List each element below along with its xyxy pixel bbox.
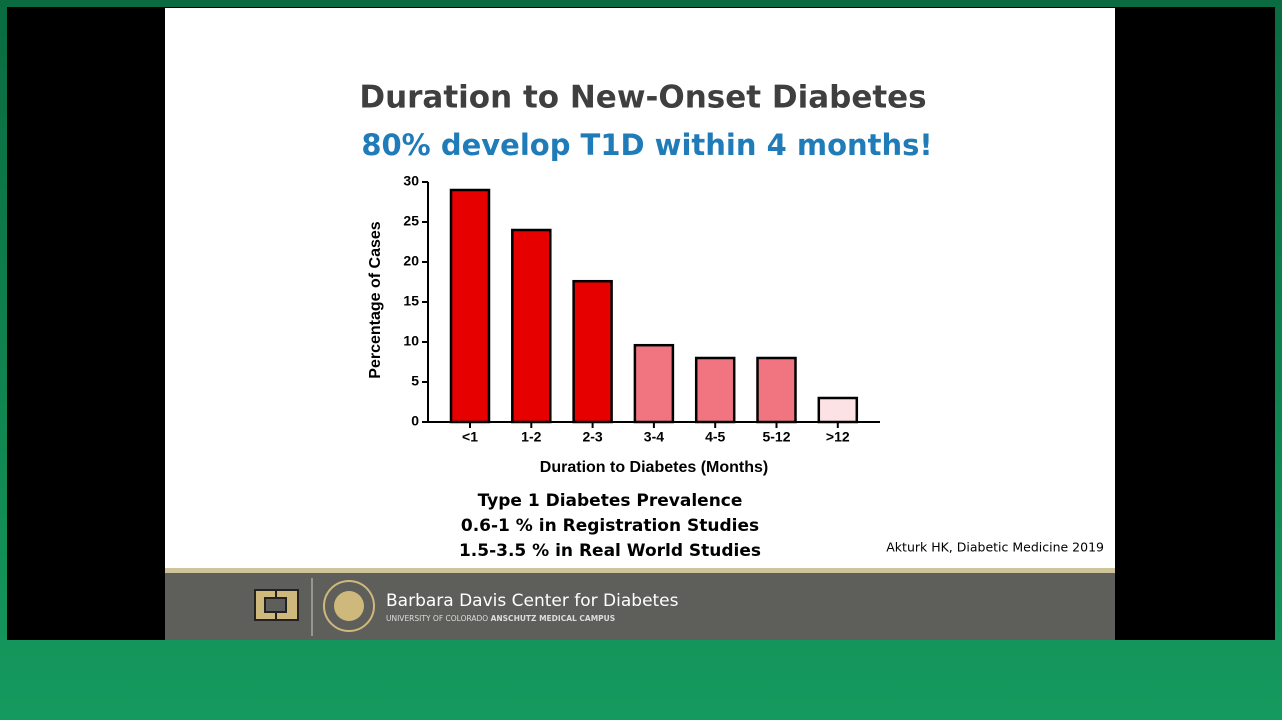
bar (572, 279, 613, 424)
footer-center: Barbara Davis Center for Diabetes (386, 591, 679, 611)
x-axis-label: Duration to Diabetes (Months) (540, 459, 768, 476)
x-tick-label: >12 (826, 429, 850, 445)
y-tick-label: 30 (403, 173, 419, 189)
y-tick-label: 15 (403, 293, 419, 309)
bar (449, 188, 491, 424)
footer-rule (165, 568, 1115, 573)
bar (756, 356, 797, 424)
x-tick-label: 5-12 (762, 429, 790, 445)
x-tick-label: <1 (462, 429, 478, 445)
x-tick-label: 3-4 (644, 429, 664, 445)
chart-subtitle: 80% develop T1D within 4 months! (361, 128, 932, 162)
cu-logo (254, 589, 299, 621)
y-axis-label: Percentage of Cases (367, 221, 384, 379)
x-tick-label: 2-3 (582, 429, 602, 445)
seal-center (334, 591, 364, 621)
bar (694, 356, 736, 424)
note-line: 1.5-3.5 % in Real World Studies (459, 541, 761, 561)
note-line: 0.6-1 % in Registration Studies (461, 516, 759, 536)
bar (817, 396, 859, 424)
y-tick-label: 25 (403, 213, 419, 229)
y-tick-label: 5 (411, 373, 419, 389)
chart-title: Duration to New-Onset Diabetes (359, 80, 926, 116)
y-tick-label: 10 (403, 333, 419, 349)
slide (165, 8, 1115, 570)
x-tick-label: 1-2 (521, 429, 541, 445)
footer-university: UNIVERSITY OF COLORADO ANSCHUTZ MEDICAL … (386, 614, 615, 623)
bar (511, 228, 552, 424)
footer-campus: ANSCHUTZ MEDICAL CAMPUS (491, 614, 616, 623)
note-line: Type 1 Diabetes Prevalence (478, 491, 743, 511)
citation: Akturk HK, Diabetic Medicine 2019 (886, 540, 1104, 555)
seal (323, 580, 375, 632)
bar (633, 343, 675, 424)
y-tick-label: 20 (403, 253, 419, 269)
footer-university-text: UNIVERSITY OF COLORADO (386, 614, 488, 623)
y-tick-label: 0 (411, 413, 419, 429)
x-tick-label: 4-5 (705, 429, 725, 445)
